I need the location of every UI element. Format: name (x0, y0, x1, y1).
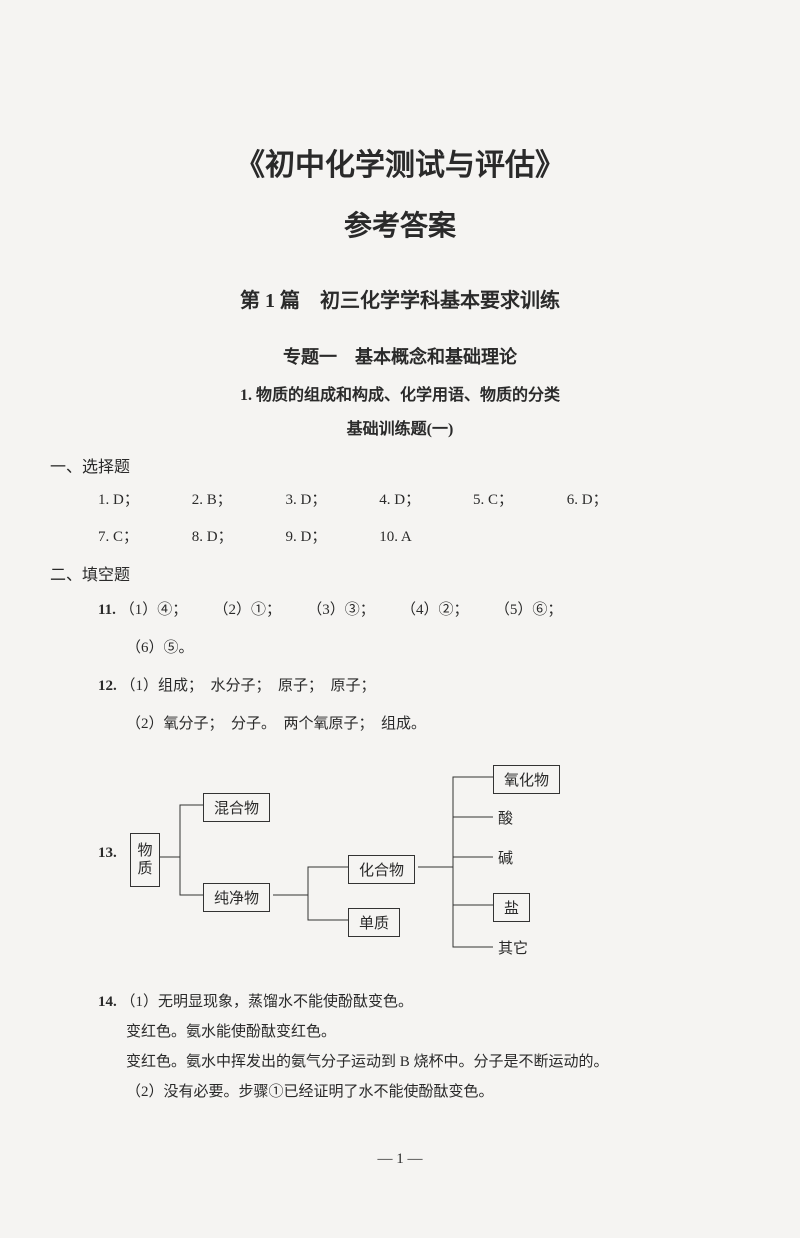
mc-answer: 6. D； (567, 487, 657, 514)
mc-answer: 7. C； (98, 524, 188, 551)
q11-label: 11. (98, 602, 116, 618)
book-title: 《初中化学测试与评估》 (70, 140, 730, 184)
q14-l2: 变红色。氨水能使酚酞变红色。 (126, 1017, 730, 1047)
q11-cont: （6）⑤。 (126, 633, 730, 663)
node-element: 单质 (348, 908, 400, 937)
node-mixture: 混合物 (203, 793, 270, 822)
q12-line2: （2）氧分子； 分子。 两个氧原子； 组成。 (126, 716, 426, 732)
mc-answer: 4. D； (379, 487, 469, 514)
section-multiple-choice: 一、选择题 (50, 453, 730, 477)
q11: 11. （1）④； （2）①； （3）③； （4）②； （5）⑥； (98, 595, 730, 625)
leaf-other: 其它 (498, 937, 528, 958)
q11-part: （2）①； (213, 602, 273, 618)
q11-part: （1）④； (120, 602, 180, 618)
mc-answer: 1. D； (98, 487, 188, 514)
node-pure: 纯净物 (203, 883, 270, 912)
leaf-oxide: 氧化物 (493, 765, 560, 794)
mc-answer: 3. D； (286, 487, 376, 514)
answer-key-heading: 参考答案 (70, 204, 730, 244)
node-matter: 物 质 (130, 833, 160, 887)
subtopic-heading: 1. 物质的组成和构成、化学用语、物质的分类 (70, 381, 730, 405)
mc-answer: 2. B； (192, 487, 282, 514)
q14: 14. （1）无明显现象，蒸馏水不能使酚酞变色。 (98, 987, 730, 1017)
q11-part: （3）③； (307, 602, 367, 618)
practice-heading: 基础训练题(一) (70, 415, 730, 439)
mc-answers-row1: 1. D； 2. B； 3. D； 4. D； 5. C； 6. D； (98, 487, 730, 514)
q12-label: 12. (98, 678, 117, 694)
q13-diagram: 13. 物 质 混合物 纯净物 化合物 单质 氧化物 酸 碱 盐 其它 (98, 757, 730, 967)
leaf-base: 碱 (498, 847, 513, 868)
q12-cont: （2）氧分子； 分子。 两个氧原子； 组成。 (126, 709, 730, 739)
answer-key-page: 《初中化学测试与评估》 参考答案 第 1 篇 初三化学学科基本要求训练 专题一 … (70, 140, 730, 1238)
q12-line1: （1）组成； 水分子； 原子； 原子； (121, 678, 376, 694)
chapter-heading: 第 1 篇 初三化学学科基本要求训练 (70, 284, 730, 313)
q14-label: 14. (98, 994, 117, 1010)
mc-answer: 5. C； (473, 487, 563, 514)
topic-heading: 专题一 基本概念和基础理论 (70, 343, 730, 369)
mc-answers-row2: 7. C； 8. D； 9. D； 10. A (98, 524, 730, 551)
leaf-salt: 盐 (493, 893, 530, 922)
q14-l3: 变红色。氨水中挥发出的氨气分子运动到 B 烧杯中。分子是不断运动的。 (126, 1047, 730, 1077)
mc-answer: 9. D； (286, 524, 376, 551)
q11-part: （6）⑤。 (126, 640, 194, 656)
page-number: — 1 — (0, 1151, 800, 1168)
node-compound: 化合物 (348, 855, 415, 884)
q11-part: （5）⑥； (495, 602, 563, 618)
q11-part: （4）②； (401, 602, 461, 618)
q14-l4: （2）没有必要。步骤①已经证明了水不能使酚酞变色。 (126, 1077, 730, 1107)
mc-answer: 10. A (379, 524, 469, 551)
mc-answer: 8. D； (192, 524, 282, 551)
leaf-acid: 酸 (498, 807, 513, 828)
q12: 12. （1）组成； 水分子； 原子； 原子； (98, 671, 730, 701)
section-fill-blank: 二、填空题 (50, 561, 730, 585)
q14-line1: （1）无明显现象，蒸馏水不能使酚酞变色。 (121, 994, 414, 1010)
